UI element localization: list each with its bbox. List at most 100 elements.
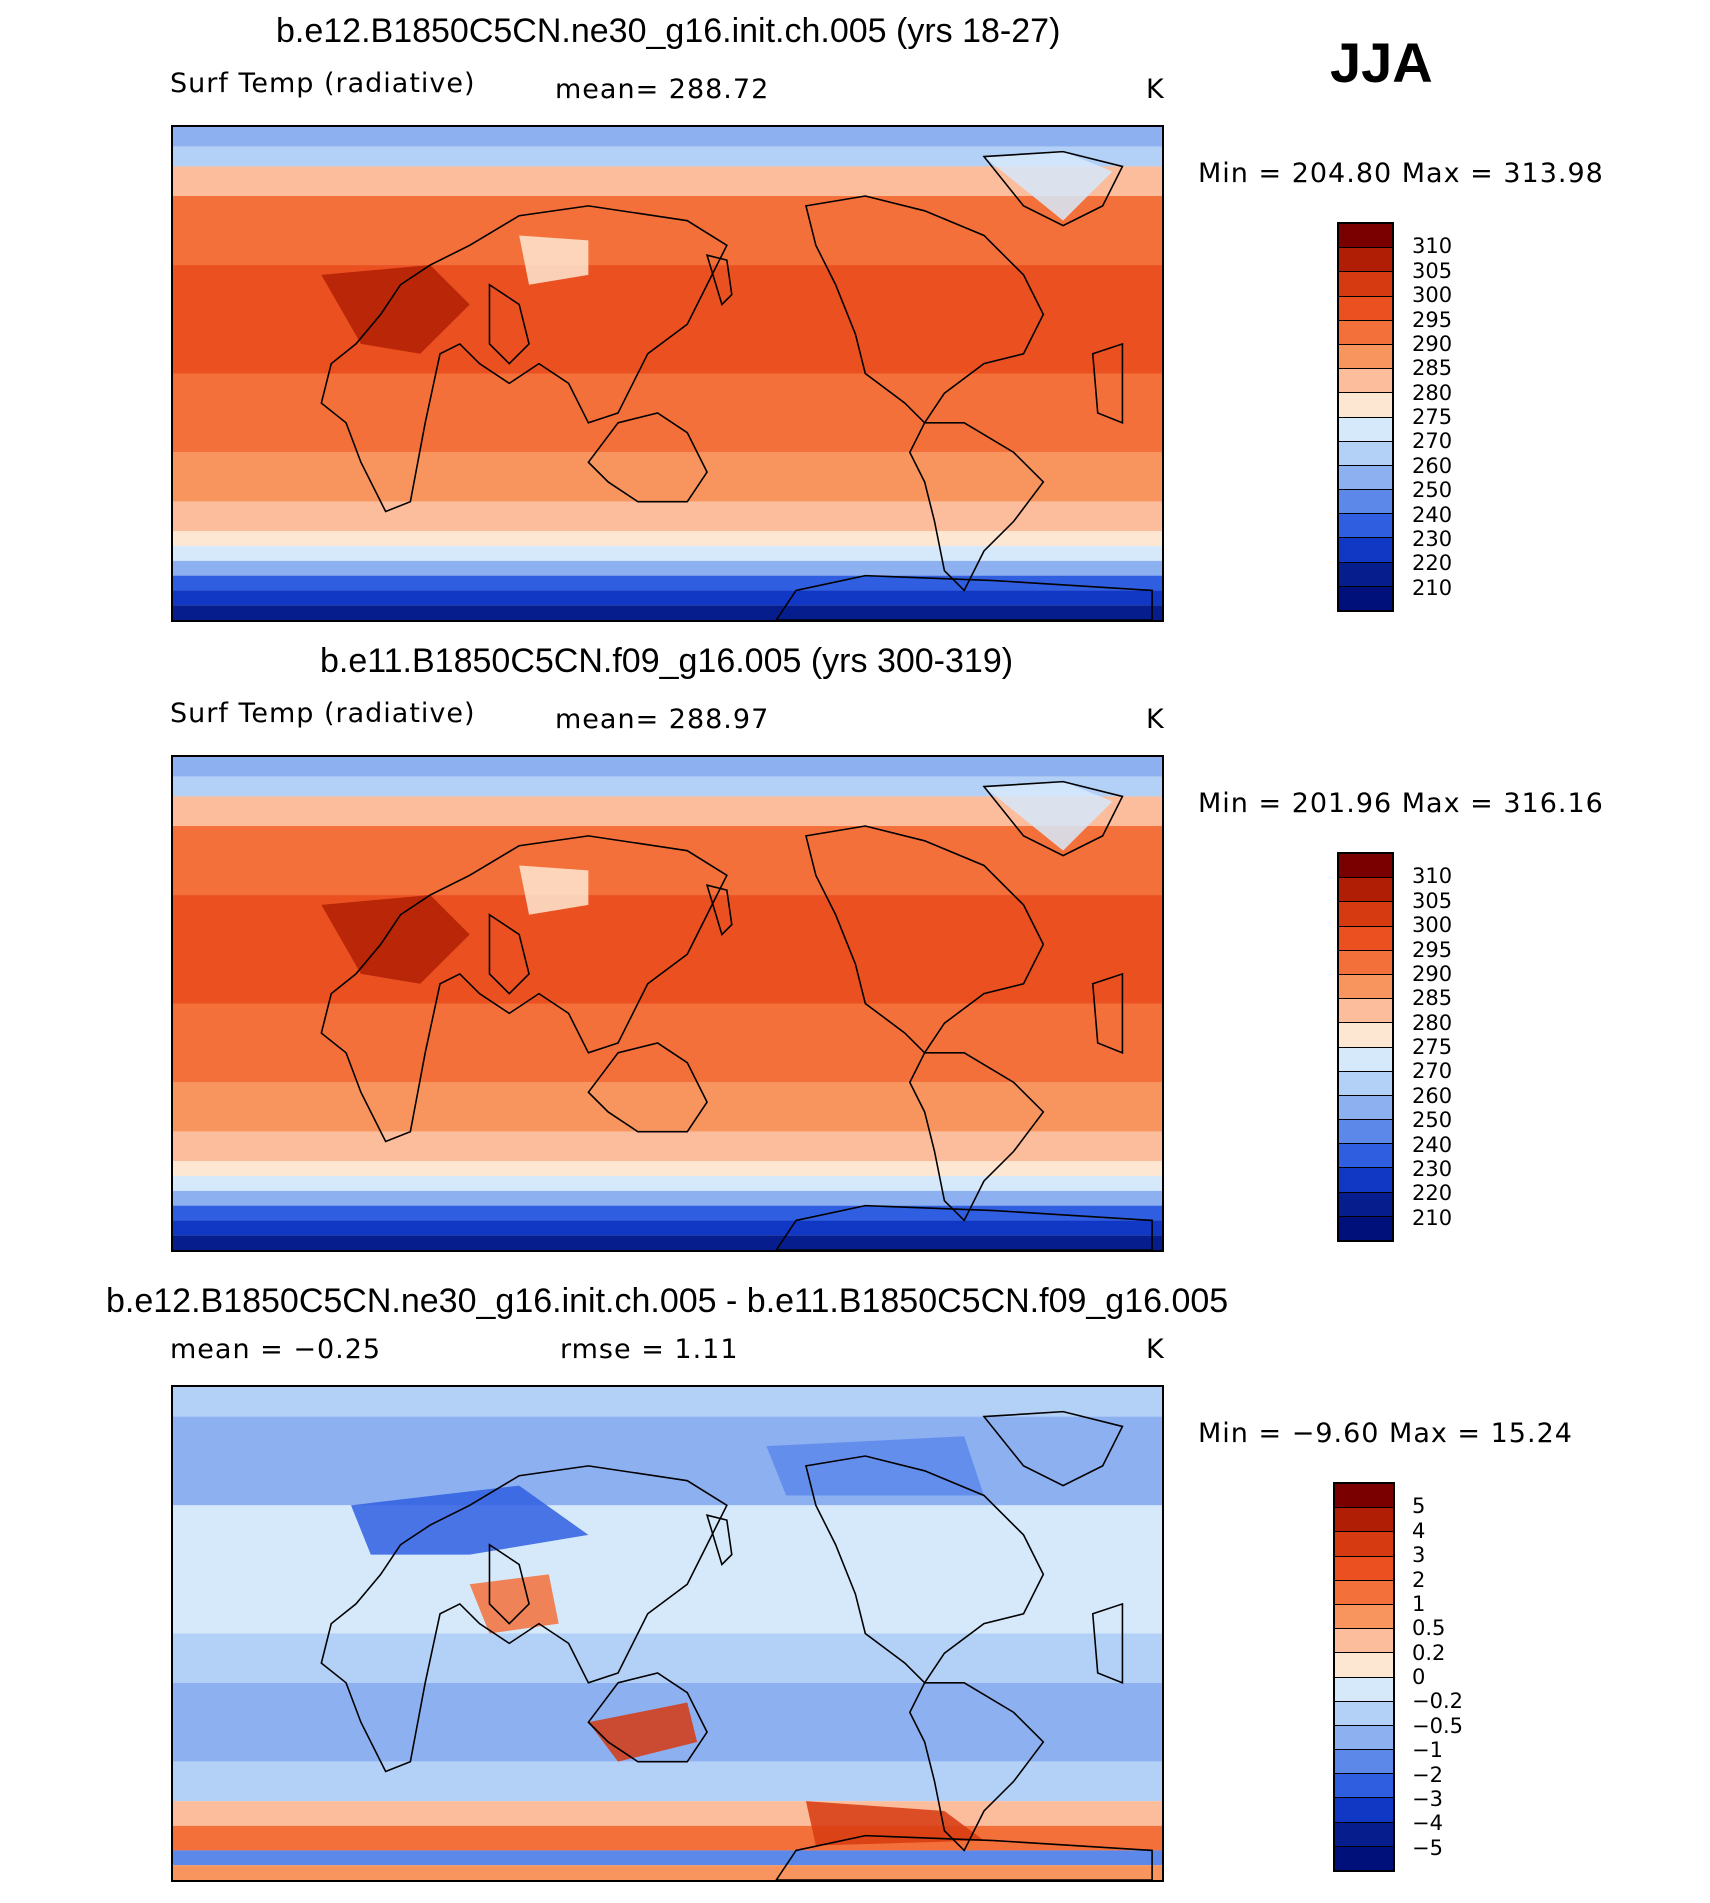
coastline <box>320 1465 728 1773</box>
colorbar-tick-label: −3 <box>1412 1786 1443 1811</box>
panel-2-colorbar <box>1337 852 1394 1242</box>
latitude-band <box>173 1235 1162 1250</box>
coastline <box>908 422 1045 592</box>
colorbar-swatch <box>1339 514 1392 539</box>
latitude-band <box>173 1505 1162 1634</box>
colorbar-tick-label: −0.5 <box>1412 1713 1463 1738</box>
panel-1-minmax-label: Min = 204.80 Max = 313.98 <box>1198 158 1604 189</box>
latitude-band <box>173 826 1162 896</box>
colorbar-tick-label: 4 <box>1412 1518 1426 1543</box>
colorbar-tick-label: 230 <box>1412 1156 1453 1181</box>
latitude-band <box>173 590 1162 606</box>
coastline <box>488 913 530 995</box>
colorbar-swatch <box>1339 1144 1392 1169</box>
latitude-band <box>173 796 1162 827</box>
coastline <box>1091 972 1124 1054</box>
latitude-band <box>173 575 1162 591</box>
panel-3-mean-label: mean = −0.25 <box>170 1334 382 1365</box>
field-patch <box>983 781 1113 851</box>
panel-1-units-label: K <box>1146 74 1165 105</box>
colorbar-tick-label: 3 <box>1412 1543 1426 1568</box>
colorbar-swatch <box>1339 224 1392 249</box>
colorbar-tick-label: −4 <box>1412 1811 1443 1836</box>
field-patch <box>805 1801 984 1846</box>
latitude-band <box>173 1387 1162 1417</box>
coastline <box>982 780 1124 857</box>
colorbar-swatch <box>1335 1822 1393 1847</box>
colorbar-swatch <box>1339 1192 1392 1217</box>
coastline <box>804 195 1045 425</box>
field-patch <box>469 1574 559 1634</box>
colorbar-tick-label: 220 <box>1412 551 1453 576</box>
latitude-band <box>173 196 1162 266</box>
colorbar-swatch <box>1339 999 1392 1024</box>
colorbar-swatch <box>1339 369 1392 394</box>
coastline <box>320 205 728 513</box>
coastline <box>804 1455 1045 1685</box>
colorbar-tick-label: 275 <box>1412 1035 1453 1059</box>
colorbar-swatch <box>1335 1508 1393 1533</box>
colorbar-tick-label: 1 <box>1412 1591 1426 1616</box>
colorbar-swatch <box>1339 854 1392 879</box>
panel-1-map-svg <box>173 127 1162 620</box>
latitude-band <box>173 1205 1162 1221</box>
colorbar-swatch <box>1339 950 1392 975</box>
panel-2-title: b.e11.B1850C5CN.f09_g16.005 (yrs 300-319… <box>320 642 1014 680</box>
colorbar-swatch <box>1339 974 1392 1000</box>
field-patch <box>321 895 470 984</box>
colorbar-swatch <box>1339 538 1392 563</box>
colorbar-tick-label: 210 <box>1412 575 1453 600</box>
colorbar-tick-label: 260 <box>1412 1083 1453 1108</box>
colorbar-swatch <box>1335 1653 1393 1678</box>
coastline <box>705 884 733 936</box>
coastline <box>775 574 1153 620</box>
coastline <box>804 825 1045 1055</box>
colorbar-swatch <box>1335 1798 1393 1823</box>
field-patch <box>519 865 589 915</box>
panel-3-minmax-label: Min = −9.60 Max = 15.24 <box>1198 1418 1573 1449</box>
colorbar-swatch <box>1335 1484 1393 1509</box>
colorbar-tick-label: 220 <box>1412 1181 1453 1206</box>
panel-2-variable-label: Surf Temp (radiative) <box>170 698 476 729</box>
coastline <box>705 1514 733 1566</box>
coastline <box>488 1543 530 1625</box>
colorbar-tick-label: −1 <box>1412 1738 1443 1763</box>
panel-2-map <box>171 755 1164 1252</box>
colorbar-swatch <box>1339 248 1392 273</box>
coastline <box>775 1204 1153 1250</box>
panel-2-mean-label: mean= 288.97 <box>555 704 770 735</box>
latitude-band <box>173 452 1162 502</box>
colorbar-swatch <box>1339 902 1392 927</box>
colorbar-swatch <box>1339 272 1392 297</box>
latitude-band <box>173 757 1162 777</box>
colorbar-swatch <box>1335 1750 1393 1775</box>
colorbar-tick-label: 290 <box>1412 961 1453 986</box>
latitude-band <box>173 1220 1162 1236</box>
colorbar-tick-label: 280 <box>1412 380 1453 405</box>
coastline <box>587 412 708 503</box>
latitude-band <box>173 1761 1162 1802</box>
colorbar-swatch <box>1335 1532 1393 1557</box>
latitude-band <box>173 1190 1162 1206</box>
latitude-band <box>173 895 1162 1004</box>
colorbar-tick-label: 305 <box>1412 888 1453 913</box>
panel-1-colorbar <box>1337 222 1394 612</box>
colorbar-tick-label: −2 <box>1412 1762 1443 1787</box>
colorbar-tick-label: 250 <box>1412 1108 1453 1133</box>
panel-3-title: b.e12.B1850C5CN.ne30_g16.init.ch.005 - b… <box>106 1282 1229 1320</box>
colorbar-tick-label: 240 <box>1412 502 1453 527</box>
panel-3-map-svg <box>173 1387 1162 1880</box>
colorbar-swatch <box>1339 344 1392 370</box>
panel-1-map <box>171 125 1164 622</box>
colorbar-swatch <box>1339 878 1392 903</box>
latitude-band <box>173 501 1162 532</box>
colorbar-swatch <box>1339 417 1392 442</box>
colorbar-swatch <box>1339 393 1392 418</box>
panel-3-rmse-label: rmse = 1.11 <box>560 1334 739 1365</box>
colorbar-tick-label: 270 <box>1412 1059 1453 1084</box>
colorbar-tick-label: 300 <box>1412 913 1453 938</box>
season-label: JJA <box>1330 31 1433 94</box>
coastline <box>982 1410 1124 1487</box>
latitude-band <box>173 1865 1162 1880</box>
latitude-band <box>173 546 1162 561</box>
